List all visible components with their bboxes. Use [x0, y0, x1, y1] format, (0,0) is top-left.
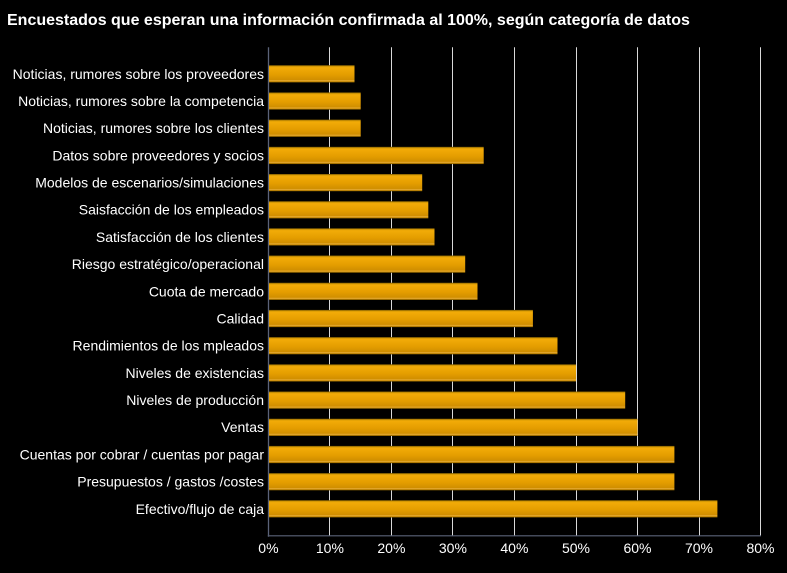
svg-text:60%: 60% [623, 540, 651, 556]
svg-text:20%: 20% [377, 540, 405, 556]
svg-text:Saisfacción de los empleados: Saisfacción de los empleados [79, 202, 264, 218]
svg-text:Datos sobre proveedores y soci: Datos sobre proveedores y socios [52, 147, 264, 163]
svg-text:10%: 10% [316, 540, 344, 556]
svg-text:Rendimientos de los mpleados: Rendimientos de los mpleados [73, 338, 264, 354]
svg-text:Cuota de mercado: Cuota de mercado [149, 283, 264, 299]
svg-text:40%: 40% [500, 540, 528, 556]
svg-text:Noticias, rumores sobre la com: Noticias, rumores sobre la competencia [18, 93, 264, 109]
svg-text:Noticias, rumores sobre los cl: Noticias, rumores sobre los clientes [43, 120, 264, 136]
svg-text:Ventas: Ventas [221, 419, 264, 435]
svg-text:50%: 50% [562, 540, 590, 556]
svg-text:30%: 30% [439, 540, 467, 556]
svg-text:Encuestados que esperan una in: Encuestados que esperan una información … [7, 12, 690, 29]
svg-text:Riesgo estratégico/operacional: Riesgo estratégico/operacional [72, 256, 264, 272]
svg-text:Modelos de escenarios/simulaci: Modelos de escenarios/simulaciones [35, 175, 264, 191]
svg-text:Efectivo/flujo de caja: Efectivo/flujo de caja [136, 501, 265, 517]
svg-text:Niveles de producción: Niveles de producción [126, 392, 264, 408]
svg-text:0%: 0% [258, 540, 278, 556]
svg-text:Niveles de existencias: Niveles de existencias [125, 365, 264, 381]
svg-text:Satisfacción de los clientes: Satisfacción de los clientes [96, 229, 264, 245]
svg-text:80%: 80% [746, 540, 774, 556]
svg-text:Calidad: Calidad [217, 311, 264, 327]
svg-text:Cuentas por cobrar / cuentas p: Cuentas por cobrar / cuentas por pagar [20, 446, 265, 462]
svg-text:Noticias, rumores sobre los pr: Noticias, rumores sobre los proveedores [13, 66, 264, 82]
svg-text:70%: 70% [685, 540, 713, 556]
svg-text:Presupuestos / gastos /costes: Presupuestos / gastos /costes [77, 474, 264, 490]
